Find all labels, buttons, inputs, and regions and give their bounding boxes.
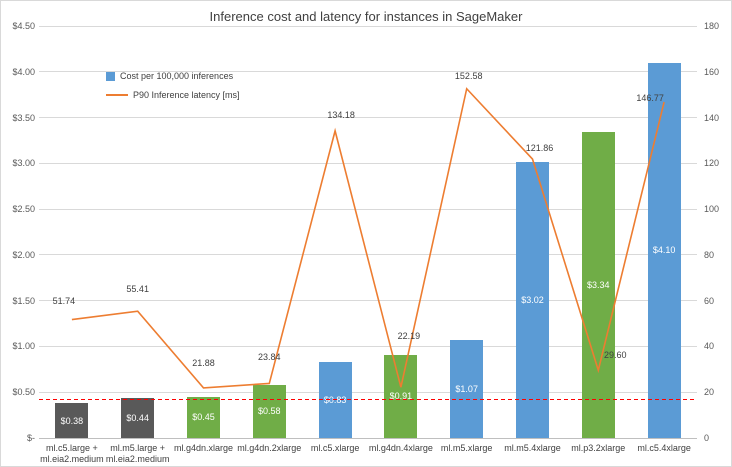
category-label: ml.g4dn.xlarge bbox=[173, 443, 234, 453]
latency-point-label: 51.74 bbox=[52, 295, 76, 306]
latency-point-label: 152.58 bbox=[454, 70, 483, 81]
cost-bar-label: $1.07 bbox=[455, 384, 478, 395]
latency-line bbox=[71, 87, 665, 389]
cost-bar-label: $0.91 bbox=[389, 391, 413, 402]
latency-point-label: 55.41 bbox=[126, 284, 149, 295]
latency-point-label: 22.19 bbox=[397, 331, 421, 342]
x-axis-line bbox=[39, 438, 697, 439]
category-label: ml.m5.4xlarge bbox=[504, 443, 561, 453]
right-axis-tick-label: 60 bbox=[704, 295, 715, 306]
right-axis-tick-label: 100 bbox=[704, 204, 720, 215]
latency-point-label: 23.84 bbox=[258, 352, 281, 363]
left-axis-tick-label: $1.00 bbox=[12, 341, 35, 352]
category-label: ml.c5.large + ml.eia2.medium bbox=[40, 443, 104, 465]
cost-bar-label: $0.45 bbox=[192, 412, 215, 423]
right-axis-tick-label: 180 bbox=[704, 21, 720, 31]
right-axis-tick-label: 20 bbox=[704, 387, 715, 398]
cost-series-swatch bbox=[106, 71, 115, 81]
category-label: ml.c5.xlarge bbox=[310, 443, 360, 453]
legend-label-latency: P90 Inference latency [ms] bbox=[133, 90, 240, 100]
left-axis-tick-label: $2.00 bbox=[12, 249, 35, 260]
gridline bbox=[39, 25, 697, 27]
left-axis-tick-label: $4.50 bbox=[12, 21, 35, 31]
left-axis-tick-label: $3.00 bbox=[12, 158, 35, 169]
right-axis-tick-label: 0 bbox=[704, 433, 710, 443]
left-axis-tick-label: $3.50 bbox=[12, 112, 35, 123]
cost-bar-label: $4.10 bbox=[652, 245, 676, 256]
cost-bar-label: $0.44 bbox=[126, 412, 149, 423]
latency-point-label: 21.88 bbox=[192, 357, 215, 368]
cost-bar bbox=[121, 397, 155, 438]
cost-bar bbox=[252, 384, 286, 438]
right-axis-tick-label: 120 bbox=[704, 158, 720, 169]
left-axis-tick-label: $4.00 bbox=[12, 66, 35, 77]
cost-bar-label: $3.34 bbox=[587, 280, 610, 291]
cost-bar-label: $3.02 bbox=[521, 294, 544, 305]
left-axis-tick-label: $0.50 bbox=[12, 387, 35, 398]
gridline bbox=[39, 391, 697, 393]
gridline bbox=[39, 71, 697, 73]
legend-item-latency: P90 Inference latency [ms] bbox=[106, 90, 240, 100]
category-label: ml.m5.large + ml.eia2.medium bbox=[105, 443, 170, 465]
left-axis-tick-label: $1.50 bbox=[12, 295, 35, 306]
left-axis-tick-label: $2.50 bbox=[12, 204, 35, 215]
left-axis-tick-label: $- bbox=[26, 433, 35, 443]
latency-point-label: 121.86 bbox=[525, 143, 554, 154]
legend-label-cost: Cost per 100,000 inferences bbox=[120, 71, 234, 81]
latency-series-swatch bbox=[106, 94, 128, 96]
right-axis-tick-label: 40 bbox=[704, 341, 715, 352]
category-label: ml.g4dn.2xlarge bbox=[237, 443, 302, 453]
chart-title: Inference cost and latency for instances… bbox=[209, 9, 523, 24]
gridline bbox=[39, 117, 697, 119]
cost-bar bbox=[55, 403, 89, 438]
legend: Cost per 100,000 inferences P90 Inferenc… bbox=[106, 71, 240, 109]
cost-bar-label: $0.58 bbox=[258, 406, 281, 417]
latency-point-label: 146.77 bbox=[636, 93, 664, 104]
latency-point-label: 29.60 bbox=[604, 350, 627, 361]
category-label: ml.g4dn.4xlarge bbox=[368, 443, 433, 453]
cost-bar-label: $0.38 bbox=[60, 415, 84, 426]
latency-point-label: 134.18 bbox=[327, 109, 355, 120]
cost-bar bbox=[187, 396, 220, 438]
right-axis-tick-label: 80 bbox=[704, 249, 715, 260]
cost-bar-label: $0.83 bbox=[323, 395, 347, 405]
right-axis-tick-label: 140 bbox=[704, 112, 720, 123]
legend-item-cost: Cost per 100,000 inferences bbox=[106, 71, 240, 81]
category-label: ml.p3.2xlarge bbox=[571, 443, 626, 453]
category-label: ml.m5.xlarge bbox=[440, 443, 493, 453]
right-axis-tick-label: 160 bbox=[704, 66, 720, 77]
category-label: ml.c5.4xlarge bbox=[637, 443, 691, 453]
